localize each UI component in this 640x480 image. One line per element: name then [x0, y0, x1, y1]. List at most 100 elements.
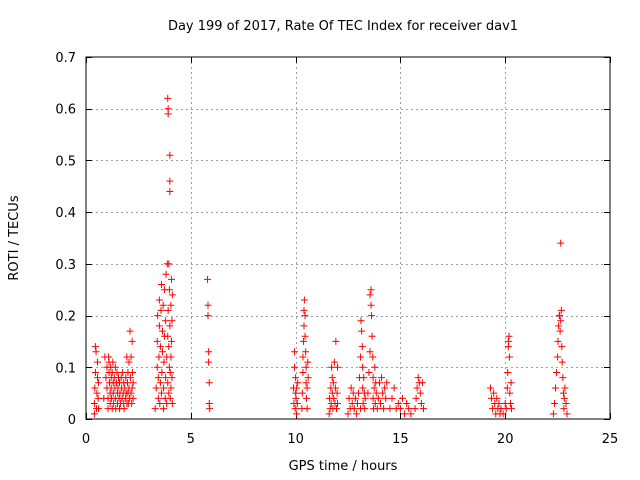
data-point — [165, 286, 173, 294]
data-point — [164, 94, 172, 102]
data-point — [129, 379, 137, 387]
data-point — [166, 187, 174, 195]
data-point — [304, 358, 312, 366]
data-point — [358, 343, 366, 351]
data-point — [153, 363, 161, 371]
x-tick-label: 5 — [187, 432, 195, 447]
data-point — [127, 353, 135, 361]
data-point — [352, 410, 360, 418]
data-point — [419, 405, 427, 413]
data-point — [359, 363, 367, 371]
data-point — [167, 384, 175, 392]
chart-title: Day 199 of 2017, Rate Of TEC Index for r… — [168, 19, 518, 34]
data-point — [558, 358, 566, 366]
x-tick-label: 20 — [497, 432, 514, 447]
data-point — [301, 312, 309, 320]
data-point — [559, 389, 567, 397]
y-tick-label: 0.5 — [55, 154, 76, 169]
data-point — [505, 332, 513, 340]
data-point — [382, 394, 390, 402]
y-tick-label: 0.6 — [55, 103, 76, 118]
data-point — [503, 384, 511, 392]
data-point — [386, 405, 394, 413]
data-point — [371, 363, 379, 371]
data-point — [374, 394, 382, 402]
x-tick-label: 25 — [602, 432, 619, 447]
data-point — [154, 374, 162, 382]
data-point — [165, 389, 173, 397]
data-point — [495, 399, 503, 407]
data-point — [165, 260, 173, 268]
data-point — [167, 301, 175, 309]
data-point — [162, 317, 170, 325]
data-point — [368, 332, 376, 340]
data-point — [205, 358, 213, 366]
data-point — [293, 384, 301, 392]
data-point — [357, 353, 365, 361]
data-point — [328, 363, 336, 371]
data-point — [299, 368, 307, 376]
data-point — [334, 363, 342, 371]
data-point — [506, 389, 514, 397]
axis-ticks: 0 5 10 15 20 25 0 0.1 0.2 0.3 0.4 0.5 0.6 0.7 — [55, 51, 618, 447]
data-point — [506, 399, 514, 407]
data-point — [128, 399, 136, 407]
data-point — [414, 374, 422, 382]
data-point — [347, 384, 355, 392]
data-point — [329, 379, 337, 387]
data-point — [328, 374, 336, 382]
data-point — [416, 389, 424, 397]
data-point — [490, 389, 498, 397]
data-point — [345, 394, 353, 402]
data-point — [160, 358, 168, 366]
data-point — [398, 394, 406, 402]
data-point — [560, 394, 568, 402]
data-point — [331, 384, 339, 392]
data-point — [556, 327, 564, 335]
data-point — [128, 384, 136, 392]
data-point — [367, 312, 375, 320]
data-point — [165, 363, 173, 371]
data-point — [557, 306, 565, 314]
data-point — [160, 384, 168, 392]
data-point — [168, 317, 176, 325]
data-point — [553, 368, 561, 376]
data-point — [292, 394, 300, 402]
data-point — [156, 343, 164, 351]
data-point — [557, 317, 565, 325]
data-point — [493, 394, 501, 402]
data-point — [93, 389, 101, 397]
data-point — [167, 353, 175, 361]
data-point — [166, 177, 174, 185]
data-point — [204, 275, 212, 283]
data-point — [164, 110, 172, 118]
x-axis-label: GPS time / hours — [289, 459, 398, 474]
data-point — [162, 270, 170, 278]
data-point — [383, 379, 391, 387]
data-point — [155, 322, 163, 330]
data-point — [333, 389, 341, 397]
data-point — [154, 312, 162, 320]
data-point — [291, 363, 299, 371]
y-tick-label: 0 — [68, 413, 76, 428]
data-point — [411, 405, 419, 413]
data-point — [152, 384, 160, 392]
data-point — [344, 410, 352, 418]
data-point — [204, 312, 212, 320]
data-point — [168, 291, 176, 299]
plot-frame — [85, 56, 611, 420]
data-point — [364, 389, 372, 397]
data-point — [550, 399, 558, 407]
data-point — [126, 327, 134, 335]
data-point — [166, 151, 174, 159]
data-point — [373, 405, 381, 413]
data-point — [366, 348, 374, 356]
data-point — [204, 301, 212, 309]
data-point — [168, 337, 176, 345]
data-point — [563, 410, 571, 418]
data-point — [359, 399, 367, 407]
data-point — [369, 353, 377, 361]
data-point — [168, 374, 176, 382]
data-point — [157, 389, 165, 397]
